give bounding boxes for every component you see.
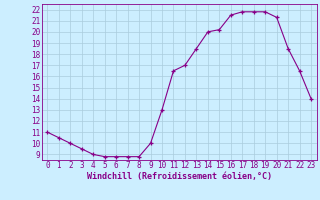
X-axis label: Windchill (Refroidissement éolien,°C): Windchill (Refroidissement éolien,°C): [87, 172, 272, 181]
